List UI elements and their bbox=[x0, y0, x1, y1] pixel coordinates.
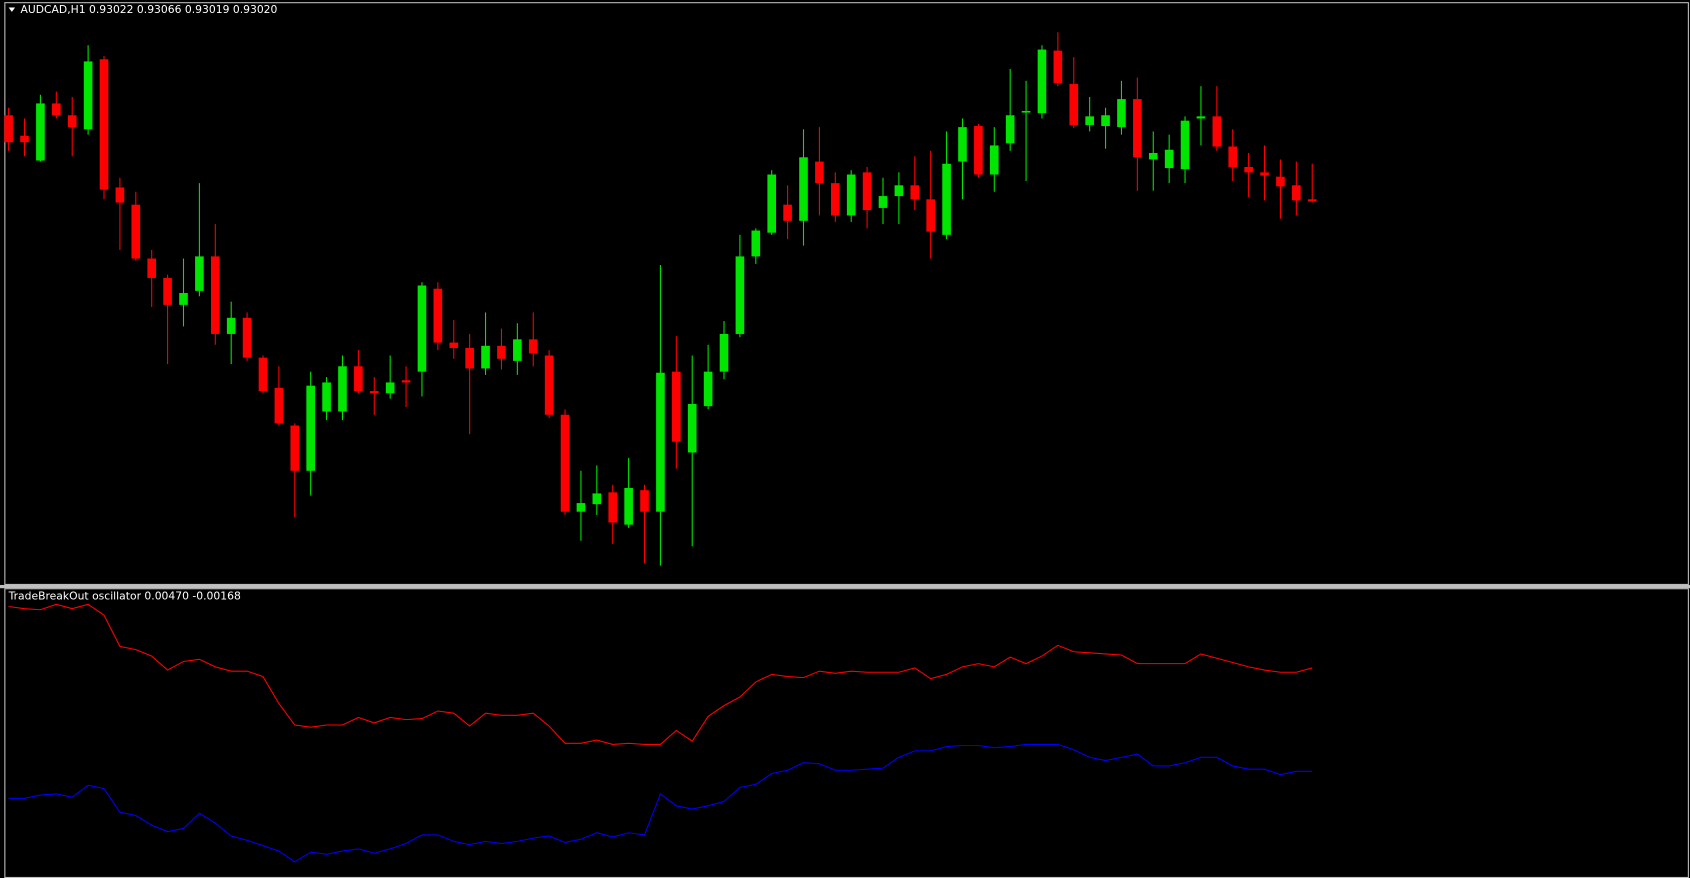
candle-body bbox=[306, 385, 315, 471]
candle-body bbox=[52, 103, 61, 116]
candle-body bbox=[290, 425, 300, 471]
candle-body bbox=[1307, 199, 1317, 202]
candle-body bbox=[1037, 49, 1047, 114]
candle-body bbox=[210, 256, 220, 334]
panel-separator[interactable] bbox=[0, 584, 1690, 589]
candle-body bbox=[703, 371, 713, 407]
candle-body bbox=[544, 355, 554, 415]
candle-body bbox=[1069, 84, 1079, 125]
candle-body bbox=[1117, 99, 1126, 128]
candle-body bbox=[242, 317, 252, 358]
candle-body bbox=[1133, 99, 1142, 158]
candle-body bbox=[862, 172, 872, 211]
candle-body bbox=[592, 493, 602, 505]
candle-body bbox=[1260, 172, 1269, 176]
candle-body bbox=[4, 115, 13, 143]
candle-body bbox=[481, 345, 490, 369]
candle-body bbox=[195, 256, 204, 291]
candle-body bbox=[83, 61, 93, 130]
candle-body bbox=[226, 317, 236, 334]
candle-body bbox=[179, 293, 188, 305]
candle-body bbox=[417, 285, 427, 372]
candle-body bbox=[735, 256, 745, 334]
oscillator-panel-frame bbox=[4, 588, 1689, 878]
candle-body bbox=[1148, 152, 1158, 160]
candle-body bbox=[433, 288, 443, 343]
candle-body bbox=[1228, 146, 1238, 167]
marks bbox=[4, 32, 1317, 863]
candle-body bbox=[719, 333, 729, 372]
candle-body bbox=[878, 196, 888, 208]
candle-body bbox=[465, 347, 474, 369]
candle-body bbox=[322, 382, 331, 412]
oscillator-line bbox=[8, 603, 1313, 745]
candle-body bbox=[115, 187, 125, 203]
main-panel-frame bbox=[4, 2, 1689, 585]
oscillator-line bbox=[8, 743, 1313, 863]
candle-body bbox=[560, 414, 570, 512]
candle-body bbox=[99, 59, 109, 190]
candle-body bbox=[36, 103, 45, 161]
candle-body bbox=[767, 174, 777, 233]
candle-body bbox=[1005, 115, 1015, 144]
candle-body bbox=[528, 339, 538, 354]
candle-body bbox=[815, 161, 824, 184]
candle-body bbox=[449, 342, 459, 348]
candle-body bbox=[1101, 115, 1110, 127]
candle-body bbox=[1292, 185, 1301, 201]
candle-body bbox=[338, 366, 347, 412]
candle-body bbox=[1244, 166, 1253, 173]
candle-body bbox=[67, 115, 77, 128]
candle-body bbox=[830, 183, 840, 216]
main-chart-title: AUDCAD,H1 0.93022 0.93066 0.93019 0.9302… bbox=[20, 3, 277, 16]
candle-body bbox=[672, 371, 681, 442]
candle-body bbox=[258, 357, 268, 392]
candle-body bbox=[401, 380, 411, 383]
candle-body bbox=[163, 277, 172, 305]
candle-body bbox=[640, 490, 649, 512]
candle-body bbox=[926, 199, 935, 232]
candle-body bbox=[942, 163, 951, 235]
candle-body bbox=[131, 204, 141, 259]
candle-body bbox=[497, 345, 506, 359]
candle-body bbox=[513, 339, 522, 361]
oscillator-title: TradeBreakOut oscillator 0.00470 -0.0016… bbox=[8, 589, 241, 602]
candle-body bbox=[910, 185, 920, 200]
candle-body bbox=[989, 145, 999, 175]
candle-body bbox=[624, 488, 633, 525]
candle-body bbox=[656, 372, 665, 512]
candle-body bbox=[1085, 116, 1094, 125]
candle-body bbox=[958, 127, 967, 162]
candle-body bbox=[1196, 116, 1206, 119]
candle-body bbox=[1212, 116, 1222, 147]
candle-body bbox=[385, 382, 395, 394]
candle-body bbox=[1053, 50, 1063, 83]
candle-body bbox=[369, 391, 379, 394]
candle-body bbox=[147, 258, 157, 278]
candle-body bbox=[20, 135, 29, 143]
candle-body bbox=[783, 204, 792, 221]
candle-body bbox=[1021, 110, 1031, 113]
candle-body bbox=[846, 174, 856, 216]
menu-triangle-icon[interactable] bbox=[8, 7, 16, 12]
candle-body bbox=[1164, 149, 1174, 169]
candle-body bbox=[354, 366, 363, 392]
candle-body bbox=[1276, 176, 1285, 187]
candle-body bbox=[576, 503, 586, 512]
candle-body bbox=[687, 403, 697, 453]
candle-body bbox=[974, 126, 983, 175]
candle-body bbox=[274, 387, 284, 424]
candle-body bbox=[894, 185, 904, 197]
candle-body bbox=[799, 157, 808, 221]
candle-body bbox=[751, 230, 761, 257]
candle-body bbox=[608, 492, 618, 523]
candle-body bbox=[1180, 120, 1190, 170]
